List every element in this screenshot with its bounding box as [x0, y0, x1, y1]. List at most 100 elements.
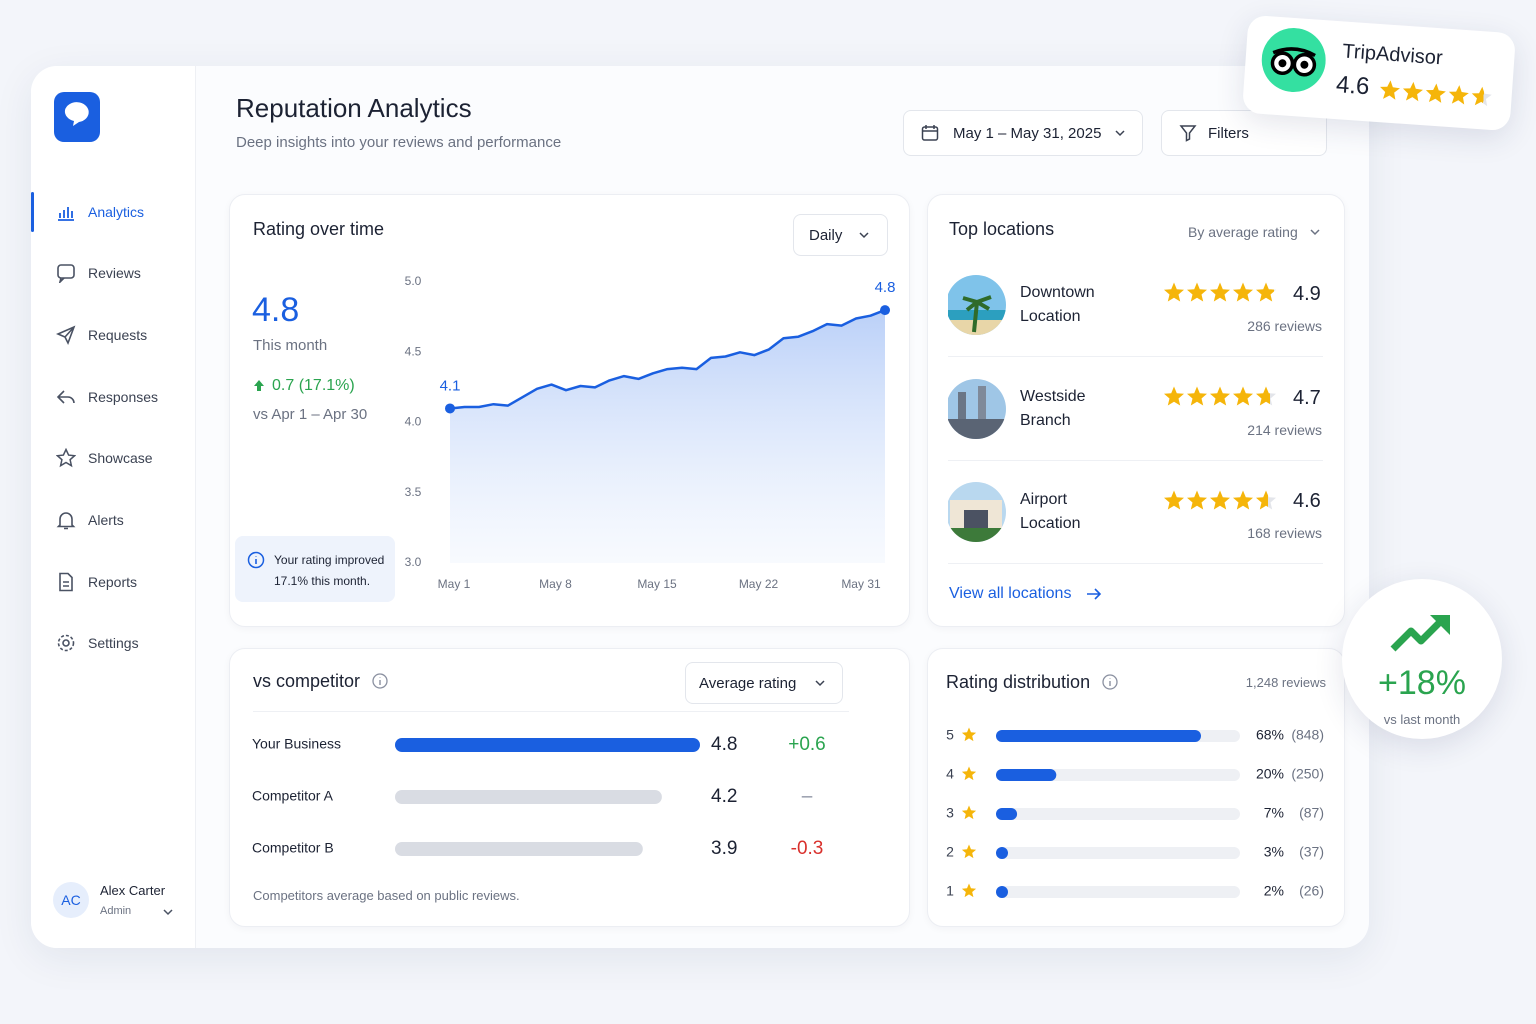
card-title: Rating distribution: [946, 672, 1091, 692]
calendar-icon: [921, 125, 939, 141]
growth-value: +18%: [1378, 664, 1466, 702]
user-initials: AC: [61, 892, 81, 908]
active-indicator: [31, 192, 34, 232]
divider: [948, 356, 1323, 357]
info-icon[interactable]: [371, 672, 389, 690]
insight-text: Your rating improved 17.1% this month.: [274, 553, 385, 588]
filters-button[interactable]: Filters: [1161, 110, 1327, 156]
nav-label: Responses: [88, 389, 159, 405]
nav-label: Alerts: [88, 512, 124, 528]
nav-icon: [59, 572, 73, 592]
trend-icon: [1390, 615, 1450, 652]
nav-icon: [56, 325, 76, 345]
rating-card: Rating over time Daily 4.8 This month 0.…: [229, 194, 910, 627]
current-label: This month: [253, 337, 328, 354]
metric-text: Average rating: [699, 675, 797, 692]
nav-item[interactable]: Reviews: [31, 253, 195, 293]
nav-item[interactable]: Analytics: [31, 192, 195, 232]
sidebar: [31, 66, 196, 948]
chevron: [1310, 229, 1320, 236]
tripadvisor-logo: [1261, 28, 1326, 93]
nav-item[interactable]: Responses: [31, 377, 195, 417]
user-avatar[interactable]: AC: [53, 882, 89, 918]
platform-rating: 4.6: [1335, 71, 1371, 101]
date-range-text: May 1 – May 31, 2025: [953, 125, 1102, 142]
period-dropdown[interactable]: Daily: [793, 214, 888, 256]
tripadvisor-badge: TripAdvisor 4.6: [1241, 14, 1517, 132]
location-name: Downtown Location: [1020, 284, 1095, 325]
nav-label: Reports: [88, 574, 138, 590]
nav-icon: [58, 207, 74, 221]
footnote: Competitors average based on public revi…: [253, 888, 520, 903]
info-icon[interactable]: [1101, 673, 1119, 691]
user-name: Alex Carter: [100, 883, 166, 898]
review-count: 286 reviews: [1247, 318, 1322, 334]
distribution-card: Rating distribution 1,248 reviews: [927, 648, 1345, 927]
nav-icon: [57, 264, 75, 283]
growth-badge: +18% vs last month: [1342, 579, 1502, 753]
nav-label: Settings: [88, 635, 139, 651]
review-count: 168 reviews: [1247, 525, 1322, 541]
insight-note: Your rating improved 17.1% this month.: [235, 536, 395, 602]
nav-icon: [56, 512, 76, 530]
review-count: 214 reviews: [1247, 422, 1322, 438]
competitor-card: vs competitor Average rating Competitors…: [229, 648, 910, 927]
star: [1402, 81, 1423, 102]
star: [1380, 80, 1400, 100]
user-role: Admin: [100, 905, 132, 917]
divider: [948, 563, 1323, 564]
location-rating: 4.6: [1293, 490, 1321, 512]
nav-item[interactable]: Showcase: [31, 438, 195, 478]
nav-item[interactable]: Requests: [31, 315, 195, 355]
view-all-link[interactable]: View all locations: [949, 585, 1072, 602]
nav-label: Showcase: [88, 450, 153, 466]
location-photos: [948, 275, 1006, 542]
page-subtitle: Deep insights into your reviews and perf…: [236, 134, 562, 151]
current-rating: 4.8: [252, 291, 300, 329]
filters-text: Filters: [1208, 125, 1249, 142]
logo-icon: [64, 102, 89, 126]
divider: [948, 460, 1323, 461]
date-range-picker[interactable]: May 1 – May 31, 2025: [903, 110, 1143, 156]
nav-label: Requests: [88, 327, 148, 343]
platform-name: TripAdvisor: [1341, 40, 1444, 70]
nav-item[interactable]: Alerts: [31, 500, 195, 540]
info-icon: [247, 551, 265, 569]
nav-label: Analytics: [88, 204, 145, 220]
badge-circle: [1342, 579, 1502, 739]
chevron: [859, 232, 869, 239]
compare-period: vs Apr 1 – Apr 30: [253, 406, 368, 423]
up-arrow: [254, 380, 264, 391]
rating-change: 0.7 (17.1%): [272, 377, 355, 394]
location-rating: 4.9: [1293, 283, 1321, 305]
star: [1448, 85, 1469, 105]
chevron: [1115, 130, 1125, 137]
nav-icon: [56, 390, 75, 404]
card-title: vs competitor: [253, 671, 361, 691]
card-title: Top locations: [949, 219, 1055, 239]
sort-dropdown[interactable]: By average rating: [1188, 224, 1298, 240]
star: [1425, 83, 1446, 103]
user-menu-chevron[interactable]: [162, 906, 174, 918]
growth-label: vs last month: [1383, 712, 1461, 727]
logo[interactable]: [54, 92, 100, 142]
metric-dropdown[interactable]: Average rating: [685, 662, 843, 704]
star: [1471, 86, 1492, 107]
nav-icon: [56, 448, 76, 468]
location-rating: 4.7: [1293, 387, 1321, 409]
rating-stars: [1380, 80, 1492, 107]
page-title: Reputation Analytics: [236, 93, 472, 123]
locations-card: Top locations By average rating Downtown…: [927, 194, 1345, 627]
nav-item[interactable]: Reports: [31, 562, 195, 602]
total-reviews: 1,248 reviews: [1245, 675, 1326, 690]
divider: [253, 711, 849, 712]
nav-icon: [57, 634, 75, 652]
chevron: [815, 680, 825, 687]
nav-label: Reviews: [88, 265, 141, 281]
period-text: Daily: [809, 227, 843, 244]
card-title: Rating over time: [253, 219, 385, 239]
location-name: Airport Location: [1020, 491, 1081, 532]
filter-icon: [1179, 125, 1197, 142]
nav-item[interactable]: Settings: [31, 623, 195, 663]
